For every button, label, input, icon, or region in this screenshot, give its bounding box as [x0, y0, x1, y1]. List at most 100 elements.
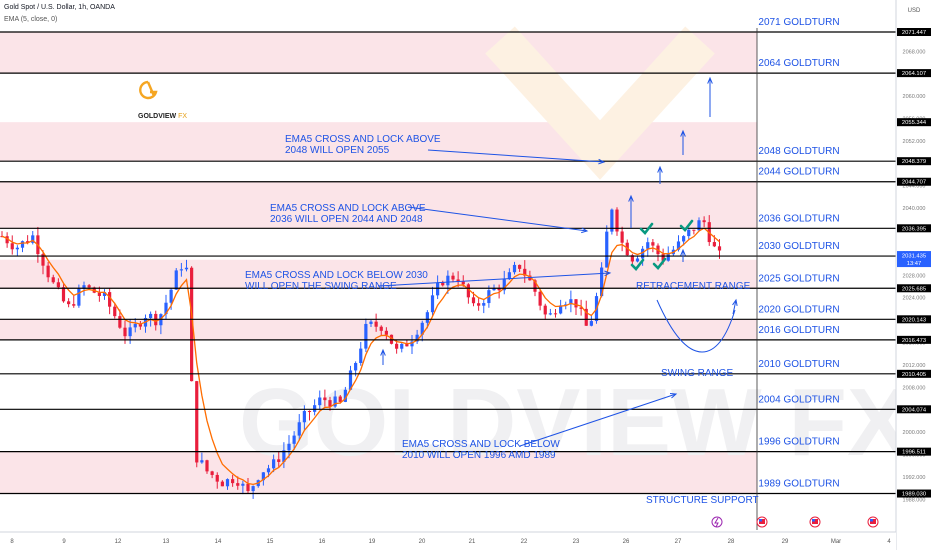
- us-flag-icon[interactable]: [867, 516, 879, 528]
- candle[interactable]: [420, 320, 424, 342]
- candle[interactable]: [466, 283, 470, 304]
- candle[interactable]: [364, 318, 368, 353]
- candle[interactable]: [56, 278, 60, 290]
- candle[interactable]: [72, 295, 76, 308]
- candle[interactable]: [15, 245, 19, 257]
- candle[interactable]: [307, 410, 312, 421]
- candle[interactable]: [231, 474, 235, 487]
- candle[interactable]: [620, 226, 624, 252]
- candle[interactable]: [164, 294, 168, 320]
- candle[interactable]: [430, 286, 435, 316]
- candle[interactable]: [41, 250, 45, 275]
- candle[interactable]: [97, 286, 101, 302]
- candle[interactable]: [61, 284, 66, 303]
- candle[interactable]: [190, 266, 194, 382]
- candle[interactable]: [200, 452, 204, 464]
- candle[interactable]: [518, 264, 522, 273]
- candle[interactable]: [318, 390, 322, 410]
- candle[interactable]: [600, 262, 604, 298]
- candle[interactable]: [20, 240, 25, 253]
- candle[interactable]: [477, 298, 481, 311]
- us-flag-icon[interactable]: [809, 516, 821, 528]
- candle[interactable]: [138, 321, 142, 330]
- candle[interactable]: [328, 396, 332, 411]
- candle[interactable]: [113, 302, 117, 319]
- candle[interactable]: [559, 299, 563, 315]
- candle[interactable]: [67, 298, 71, 308]
- candle[interactable]: [589, 315, 593, 327]
- candle[interactable]: [102, 289, 107, 300]
- candle[interactable]: [251, 485, 255, 499]
- candle[interactable]: [482, 299, 486, 314]
- candle[interactable]: [507, 268, 511, 280]
- candle[interactable]: [687, 229, 691, 240]
- candle[interactable]: [133, 318, 137, 333]
- candle[interactable]: [277, 451, 281, 468]
- candle[interactable]: [297, 414, 301, 441]
- candle[interactable]: [225, 478, 230, 490]
- candle[interactable]: [195, 380, 199, 468]
- candle[interactable]: [646, 237, 650, 257]
- candle[interactable]: [205, 459, 209, 474]
- candle[interactable]: [441, 280, 445, 287]
- us-flag-icon[interactable]: [756, 516, 768, 528]
- candle[interactable]: [615, 207, 619, 236]
- candle[interactable]: [292, 431, 296, 451]
- candle[interactable]: [220, 480, 224, 487]
- candle[interactable]: [215, 472, 219, 489]
- candle[interactable]: [174, 268, 178, 290]
- candle[interactable]: [348, 365, 353, 391]
- candle[interactable]: [210, 470, 214, 479]
- current-price-tag[interactable]: [897, 251, 931, 268]
- candle[interactable]: [46, 261, 50, 283]
- candle[interactable]: [497, 284, 501, 299]
- candle[interactable]: [656, 243, 660, 262]
- candle[interactable]: [51, 274, 55, 284]
- candle[interactable]: [400, 343, 404, 353]
- candle[interactable]: [702, 216, 706, 228]
- indicator-legend[interactable]: EMA (5, close, 0): [4, 16, 58, 23]
- candle[interactable]: [374, 313, 378, 332]
- candle[interactable]: [553, 308, 558, 318]
- candle[interactable]: [369, 320, 373, 328]
- candle[interactable]: [5, 232, 9, 248]
- candle[interactable]: [574, 299, 578, 315]
- candle[interactable]: [548, 308, 552, 316]
- candle[interactable]: [436, 275, 440, 300]
- candle[interactable]: [692, 229, 696, 235]
- candle[interactable]: [287, 435, 291, 459]
- candle[interactable]: [272, 454, 276, 473]
- candle[interactable]: [512, 261, 517, 275]
- candle[interactable]: [651, 238, 655, 253]
- candle[interactable]: [246, 478, 250, 494]
- candle[interactable]: [410, 334, 414, 354]
- candle[interactable]: [384, 327, 388, 340]
- candle[interactable]: [31, 230, 35, 245]
- candle[interactable]: [343, 386, 347, 403]
- candle[interactable]: [451, 272, 455, 283]
- candle[interactable]: [282, 442, 286, 469]
- candle[interactable]: [610, 208, 614, 235]
- candle[interactable]: [543, 303, 547, 320]
- candle[interactable]: [184, 259, 189, 272]
- candle[interactable]: [456, 271, 460, 288]
- candle[interactable]: [538, 289, 542, 311]
- candle[interactable]: [236, 476, 240, 490]
- candle[interactable]: [379, 325, 383, 336]
- candle[interactable]: [415, 329, 419, 344]
- candle[interactable]: [323, 389, 327, 407]
- candle[interactable]: [502, 270, 506, 295]
- candle[interactable]: [579, 299, 583, 316]
- candle[interactable]: [359, 341, 363, 366]
- lightning-icon[interactable]: [711, 516, 723, 528]
- candle[interactable]: [635, 255, 640, 263]
- candle[interactable]: [313, 399, 317, 416]
- candle[interactable]: [241, 480, 245, 495]
- candle[interactable]: [108, 288, 112, 315]
- candle[interactable]: [605, 225, 609, 268]
- candle[interactable]: [10, 235, 14, 255]
- candle[interactable]: [179, 262, 183, 277]
- candle[interactable]: [333, 390, 337, 408]
- candle[interactable]: [523, 260, 527, 283]
